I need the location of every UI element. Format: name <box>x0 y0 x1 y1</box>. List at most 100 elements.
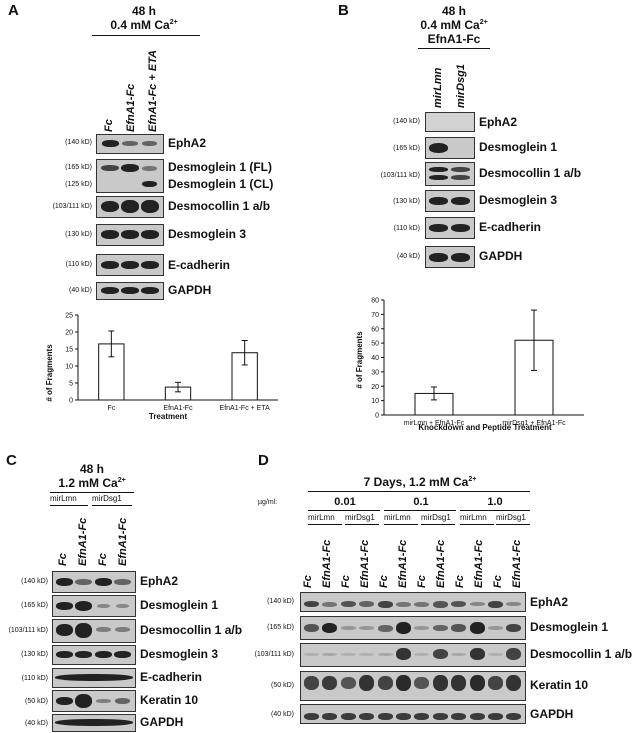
blot-band <box>451 652 467 656</box>
panel-b-label-epha2: EphA2 <box>479 115 518 129</box>
panel-a-bar <box>231 352 258 401</box>
panel-d-group-mirdsg1: mirDsg1 <box>496 513 526 522</box>
panel-b-y-tick-label: 60 <box>371 326 379 333</box>
panel-c-header-rule <box>50 492 134 493</box>
panel-a-blot-gapdh <box>96 282 164 300</box>
panel-a-label-dsc1: Desmocollin 1 a/b <box>168 199 271 213</box>
panel-c-letter: C <box>6 452 17 469</box>
panel-d-dose: 1.0 <box>487 496 503 508</box>
panel-b-y-tick-label: 10 <box>371 398 379 405</box>
blot-band <box>377 676 393 690</box>
blot-band <box>414 626 430 630</box>
panel-a-label-ecad: E-cadherin <box>168 258 231 272</box>
blot-band <box>340 626 356 630</box>
panel-a-y-tick-label: 10 <box>65 364 73 371</box>
blot-band <box>340 712 356 720</box>
panel-c-blot-keratin10 <box>52 690 136 712</box>
blot-band <box>451 601 467 607</box>
panel-c-blot-epha2 <box>52 571 136 593</box>
panel-c-blot-desmoglein1 <box>52 595 136 617</box>
blot-band <box>414 652 430 656</box>
panel-d-lane-label: EfnA1-Fc <box>473 539 485 588</box>
panel-d-lane-label: EfnA1-Fc <box>397 539 409 588</box>
blot-band <box>322 601 338 607</box>
panel-d-dose: 0.01 <box>334 496 356 508</box>
blot-band <box>469 602 485 606</box>
blot-band <box>414 601 430 607</box>
blot-band <box>359 601 375 607</box>
panel-c-mw-ecad: (110 kD) <box>21 675 48 682</box>
panel-b-y-tick-label: 0 <box>375 413 379 420</box>
panel-d-unit-label: µg/ml: <box>258 499 278 506</box>
blot-band <box>488 652 503 656</box>
blot-band <box>359 712 375 720</box>
panel-a-xlabel: Treatment <box>149 412 188 421</box>
panel-d-blot-keratin10 <box>300 671 526 701</box>
panel-a-mw-gapdh: (40 kD) <box>69 287 92 294</box>
panel-a-label-dsg1-fl: Desmoglein 1 (FL) <box>168 160 273 174</box>
panel-d-mw-k10: (50 kD) <box>271 682 294 689</box>
panel-c-label-k10: Keratin 10 <box>140 693 199 707</box>
panel-b-blot-desmoglein3 <box>425 190 475 212</box>
panel-d-lane-label: Fc <box>302 575 314 588</box>
panel-b-blot-gapdh <box>425 246 475 268</box>
panel-c-mw-dsc1: (103/111 kD) <box>8 627 48 634</box>
panel-a-blot-desmoglein3 <box>96 224 164 246</box>
panel-c-blot-desmoglein3 <box>52 645 136 665</box>
blot-band <box>322 676 338 690</box>
panel-b-y-tick-label: 50 <box>371 341 379 348</box>
panel-a-label-gapdh: GAPDH <box>168 283 212 297</box>
panel-d-group-rule <box>345 524 379 525</box>
panel-d-label-gapdh: GAPDH <box>530 707 574 721</box>
panel-a-blot-ecadherin <box>96 254 164 276</box>
panel-d-group-mirdsg1: mirDsg1 <box>345 513 375 522</box>
panel-b-header-rule <box>418 48 490 49</box>
panel-c-header-time: 48 h <box>79 462 104 476</box>
panel-c-mw-k10: (50 kD) <box>25 698 48 705</box>
blot-band <box>396 622 411 634</box>
blot-band <box>396 601 411 607</box>
panel-d-mw-dsc1: (103/111 kD) <box>254 651 294 658</box>
panel-a-mw-dsg1-cl: (125 kD) <box>65 181 92 188</box>
panel-d-dose-rule <box>460 510 530 511</box>
panel-d-label-dsc1: Desmocollin 1 a/b <box>530 647 633 661</box>
blot-band <box>414 677 430 689</box>
panel-a-x-tick-label: Fc <box>107 405 115 412</box>
panel-d-group-rule <box>384 524 418 525</box>
panel-c-label-gapdh: GAPDH <box>140 715 184 729</box>
panel-c-label-dsg3: Desmoglein 3 <box>140 647 219 661</box>
blot-band <box>469 622 485 634</box>
blot-band <box>322 712 338 720</box>
panel-c-lane-label: EfnA1-Fc <box>77 517 89 566</box>
panel-b-lane-label: mirDsg1 <box>455 63 467 108</box>
blot-band <box>304 676 319 690</box>
panel-a-label-dsg1-cl: Desmoglein 1 (CL) <box>168 177 274 191</box>
panel-d-label-dsg1: Desmoglein 1 <box>530 620 609 634</box>
blot-band <box>432 649 448 659</box>
panel-a-mw-dsc1: (103/111 kD) <box>52 203 92 210</box>
panel-d-lane-label: EfnA1-Fc <box>321 539 333 588</box>
panel-d-dose: 0.1 <box>413 496 429 508</box>
blot-band <box>432 675 448 691</box>
panel-c-label-ecad: E-cadherin <box>140 670 203 684</box>
panel-a-blot-desmocollin1 <box>96 196 164 218</box>
blot-band <box>340 677 356 689</box>
panel-b-header-time: 48 h <box>441 4 466 18</box>
panel-d-group-mirlmn: mirLmn <box>460 513 487 522</box>
panel-c-label-epha2: EphA2 <box>140 574 179 588</box>
panel-d-mw-gapdh: (40 kD) <box>271 711 294 718</box>
blot-band <box>506 648 522 660</box>
panel-a-lane-label: Fc <box>103 119 115 132</box>
panel-c-blot-gapdh <box>52 714 136 732</box>
blot-band <box>304 624 319 632</box>
panel-b-mw-dsg1: (165 kD) <box>393 145 420 152</box>
panel-d-header: 7 Days, 1.2 mM Ca2+ <box>363 475 477 489</box>
panel-d-blot-epha2 <box>300 592 526 612</box>
blot-band <box>488 626 503 630</box>
blot-band <box>396 675 411 691</box>
blot-band <box>304 601 319 607</box>
panel-b-lane-label: mirLmn <box>432 67 444 108</box>
blot-band <box>506 675 522 691</box>
panel-a-x-tick-label: EfnA1-Fc <box>163 405 193 412</box>
panel-b-x-tick-label: mirLmn + EfnA1-Fc <box>404 420 465 427</box>
